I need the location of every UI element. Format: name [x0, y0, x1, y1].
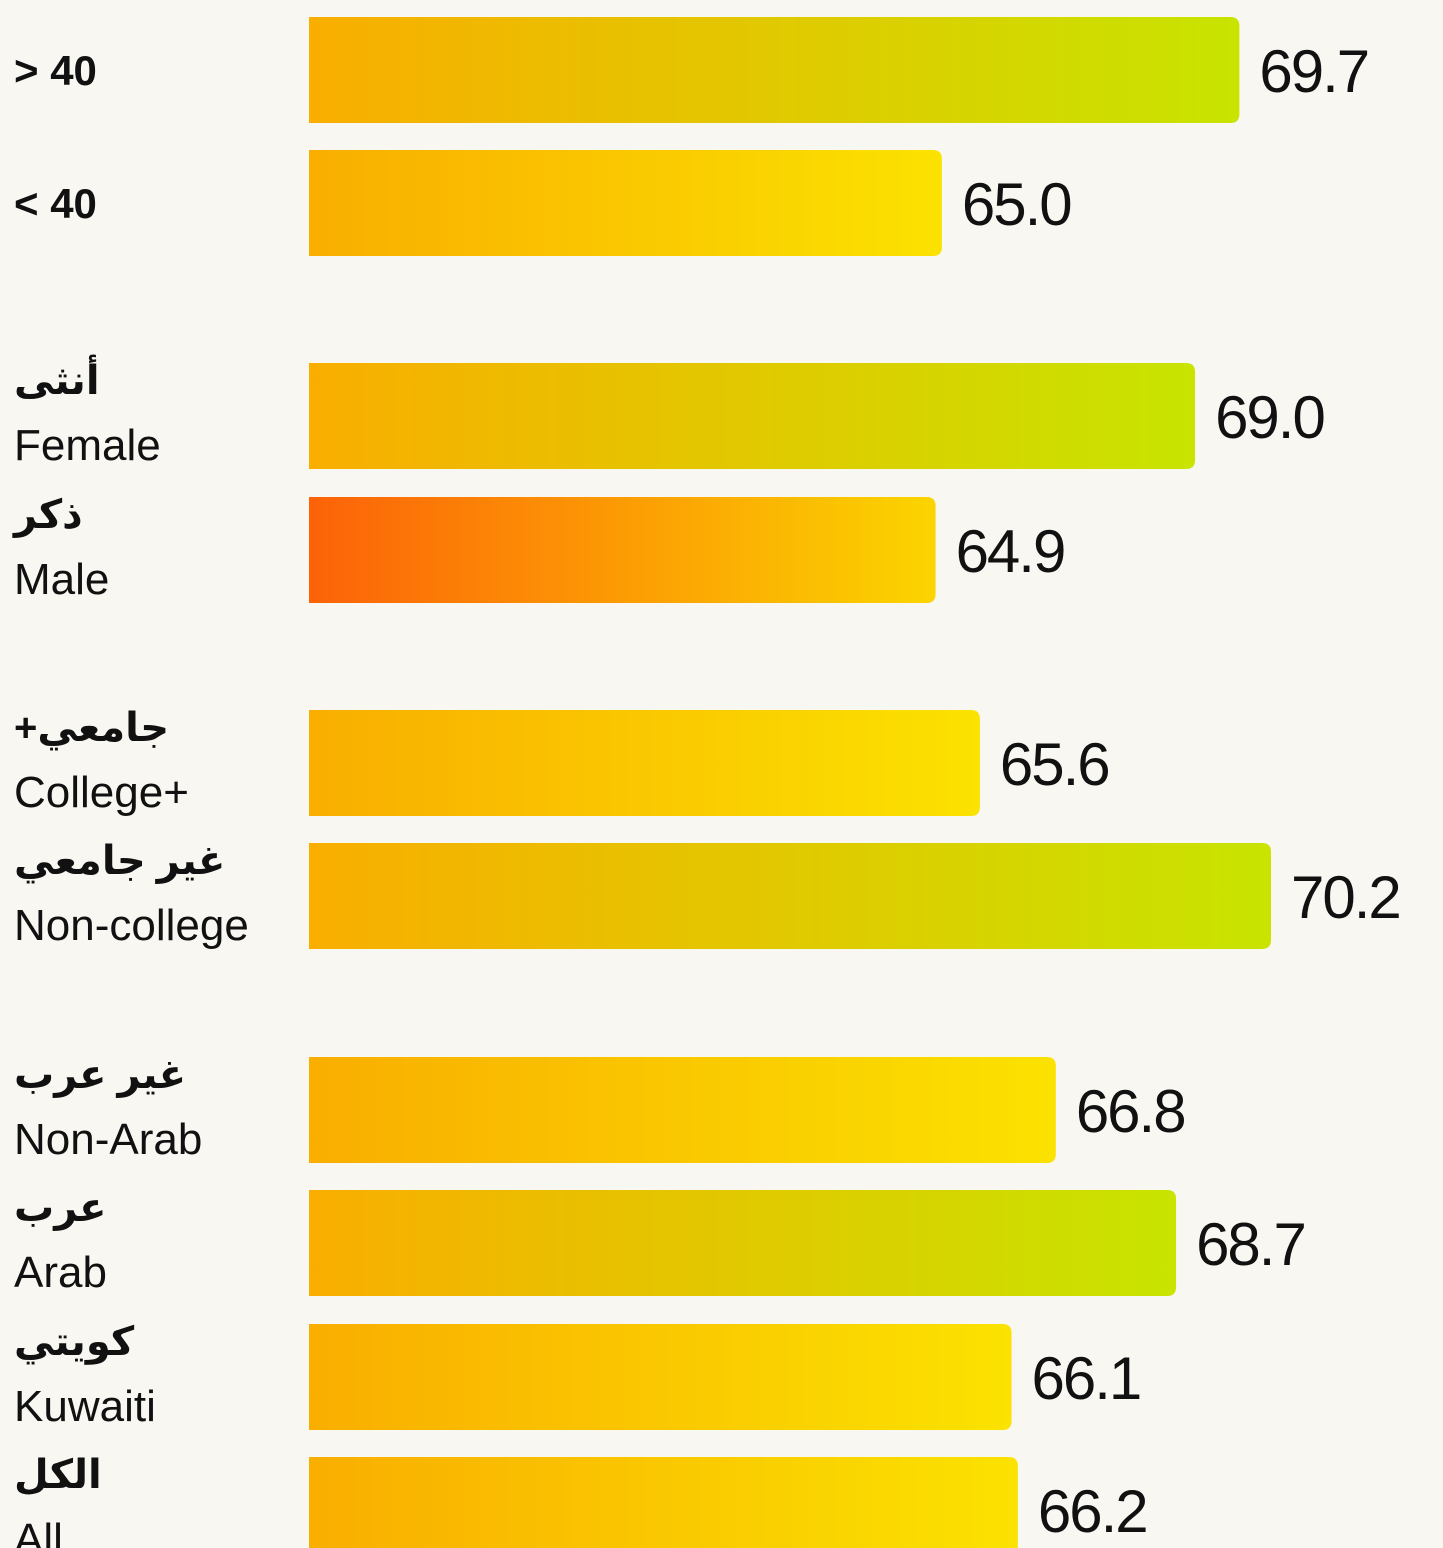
category-label: Kuwaiti — [14, 1382, 156, 1431]
category-label: College+ — [14, 768, 189, 817]
category-label: Non-college — [14, 901, 249, 950]
category-label: Female — [14, 421, 161, 470]
category-label: < 40 — [14, 180, 97, 227]
category-label-ar: الكل — [14, 1453, 102, 1497]
bar — [309, 843, 1272, 949]
value-label: 65.6 — [1000, 731, 1109, 798]
bar — [309, 710, 980, 816]
bar — [309, 17, 1240, 123]
bar — [309, 1457, 1018, 1548]
value-label: 66.1 — [1032, 1345, 1141, 1412]
category-label-ar: كويتي — [14, 1320, 135, 1365]
category-label: Male — [14, 555, 109, 604]
category-label-ar: أنثى — [14, 354, 100, 403]
category-label-ar: ذكر — [12, 493, 83, 538]
value-label: 69.7 — [1259, 38, 1368, 105]
bar — [309, 150, 942, 256]
bar — [309, 1057, 1056, 1163]
bar — [309, 363, 1196, 469]
bar — [309, 1324, 1012, 1430]
value-label: 66.2 — [1038, 1478, 1147, 1545]
value-label: 64.9 — [956, 518, 1065, 585]
value-label: 70.2 — [1291, 864, 1400, 931]
value-label: 68.7 — [1196, 1211, 1305, 1278]
category-label: Non-Arab — [14, 1115, 202, 1164]
category-label-ar: غير عرب — [14, 1053, 186, 1098]
category-label-ar: غير جامعي — [14, 839, 225, 884]
category-label-ar: جامعي+ — [14, 706, 169, 751]
bar — [309, 497, 936, 603]
value-label: 66.8 — [1076, 1078, 1185, 1145]
value-label: 65.0 — [962, 171, 1071, 238]
category-label-ar: عرب — [14, 1186, 106, 1231]
category-label: All — [14, 1515, 63, 1548]
value-label: 69.0 — [1215, 384, 1324, 451]
bar — [309, 1190, 1177, 1296]
category-label: Arab — [14, 1248, 107, 1297]
category-label: > 40 — [14, 47, 97, 94]
